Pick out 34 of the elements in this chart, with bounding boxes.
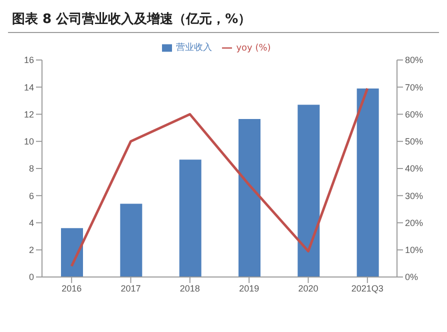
y-tick-label: 12	[24, 109, 34, 120]
y2-tick-label: 10%	[405, 245, 424, 256]
y2-tick-label: 50%	[405, 136, 424, 147]
bar	[120, 204, 142, 277]
y-tick-label: 10	[24, 136, 34, 147]
y2-tick-label: 20%	[405, 218, 424, 228]
x-tick-label: 2020	[298, 283, 318, 294]
bar	[179, 160, 202, 277]
y-tick-label: 16	[24, 55, 34, 66]
y-tick-label: 0	[28, 272, 34, 282]
bar	[238, 118, 260, 277]
line-series	[70, 87, 369, 268]
y-tick-label: 6	[28, 190, 34, 201]
y-tick-label: 8	[28, 164, 34, 174]
y2-tick-label: 80%	[405, 55, 424, 66]
legend-label: 营业收入	[176, 43, 212, 53]
y2-tick-label: 0%	[405, 272, 418, 282]
chart-title: 图表 8 公司营业收入及增速（亿元，%）	[8, 8, 439, 33]
y2-tick-label: 60%	[405, 109, 424, 120]
legend-label: yoy (%)	[236, 43, 271, 53]
y2-tick-label: 70%	[405, 82, 424, 92]
x-tick-label: 2018	[180, 283, 200, 294]
x-tick-label: 2016	[62, 283, 82, 294]
y-tick-label: 4	[28, 218, 34, 228]
x-tick-label: 2017	[120, 283, 141, 294]
x-tick-label: 2019	[239, 283, 260, 294]
bar	[61, 228, 83, 277]
y2-tick-label: 40%	[405, 164, 424, 174]
y-tick-label: 14	[24, 82, 34, 92]
bar	[298, 104, 320, 277]
bar	[356, 88, 379, 277]
y2-tick-label: 30%	[405, 190, 424, 201]
x-tick-label: 2021Q3	[351, 283, 384, 294]
y-tick-label: 2	[28, 245, 34, 256]
